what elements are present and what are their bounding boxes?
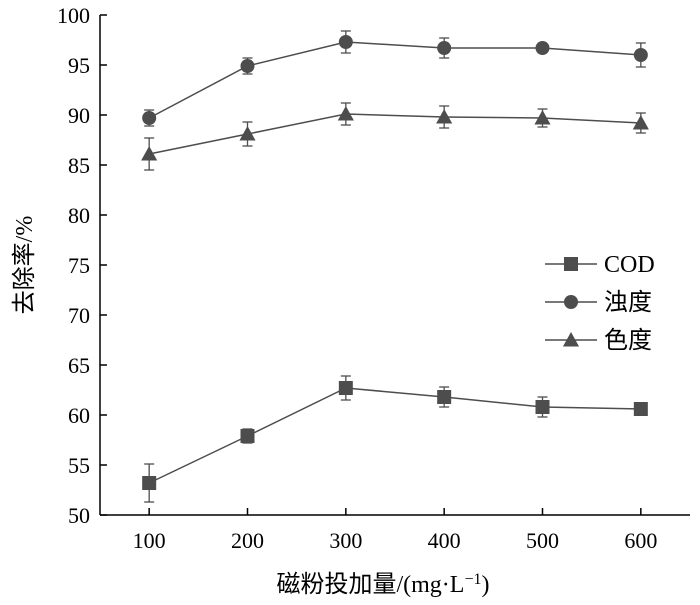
x-tick-label: 100: [133, 528, 166, 553]
legend-label: COD: [604, 252, 655, 278]
legend-item-triangle: 色度: [545, 327, 652, 354]
x-axis-title-main: 磁粉投加量/(mg·L: [276, 571, 464, 598]
data-point-triangle: [534, 109, 551, 125]
data-point-triangle: [337, 105, 354, 121]
data-point-circle: [142, 111, 157, 125]
legend-item-circle: 浊度: [545, 289, 652, 316]
y-tick-label: 85: [68, 153, 90, 178]
data-point-circle: [633, 48, 648, 62]
y-tick-label: 70: [68, 303, 90, 328]
y-axis-title: 去除率/%: [11, 216, 38, 315]
x-tick-label: 500: [526, 528, 559, 553]
x-tick-label: 200: [231, 528, 264, 553]
data-point-triangle: [632, 114, 649, 130]
series-line-circle: [148, 41, 641, 119]
x-axis-title-end: ): [482, 572, 490, 598]
x-axis-title-superscript: −1: [464, 571, 481, 588]
data-point-circle: [338, 35, 353, 49]
data-point-triangle: [239, 125, 256, 141]
series-triangle: [141, 102, 649, 171]
series-circle: [142, 30, 648, 127]
x-axis-title: 磁粉投加量/(mg·L−1): [276, 571, 489, 599]
y-tick-label: 50: [68, 503, 90, 528]
data-point-square: [142, 476, 157, 490]
legend-marker-circle: [564, 295, 578, 309]
legend-marker-square: [564, 257, 578, 271]
legend-label: 浊度: [604, 289, 652, 316]
data-point-square: [633, 402, 648, 416]
data-point-triangle: [436, 108, 453, 124]
x-tick-label: 600: [624, 528, 657, 553]
data-point-circle: [240, 59, 255, 73]
legend-item-square: COD: [545, 252, 655, 278]
y-tick-label: 100: [57, 3, 90, 28]
series-line-square: [148, 387, 641, 484]
legend-label: 色度: [604, 327, 652, 354]
data-point-circle: [437, 41, 452, 55]
data-point-square: [535, 400, 550, 414]
data-point-square: [437, 390, 452, 404]
x-tick-label: 400: [428, 528, 461, 553]
y-tick-label: 95: [68, 53, 90, 78]
x-tick-label: 300: [329, 528, 362, 553]
data-point-triangle: [141, 145, 158, 161]
y-tick-label: 75: [68, 253, 90, 278]
series-square: [142, 375, 648, 503]
y-tick-label: 60: [68, 403, 90, 428]
y-tick-label: 65: [68, 353, 90, 378]
legend-marker-triangle: [562, 331, 580, 347]
series-line-triangle: [149, 113, 641, 155]
y-tick-label: 80: [68, 203, 90, 228]
data-point-square: [338, 381, 353, 395]
data-point-square: [240, 429, 255, 443]
y-tick-label: 55: [68, 453, 90, 478]
data-point-circle: [535, 41, 550, 55]
y-tick-label: 90: [68, 103, 90, 128]
